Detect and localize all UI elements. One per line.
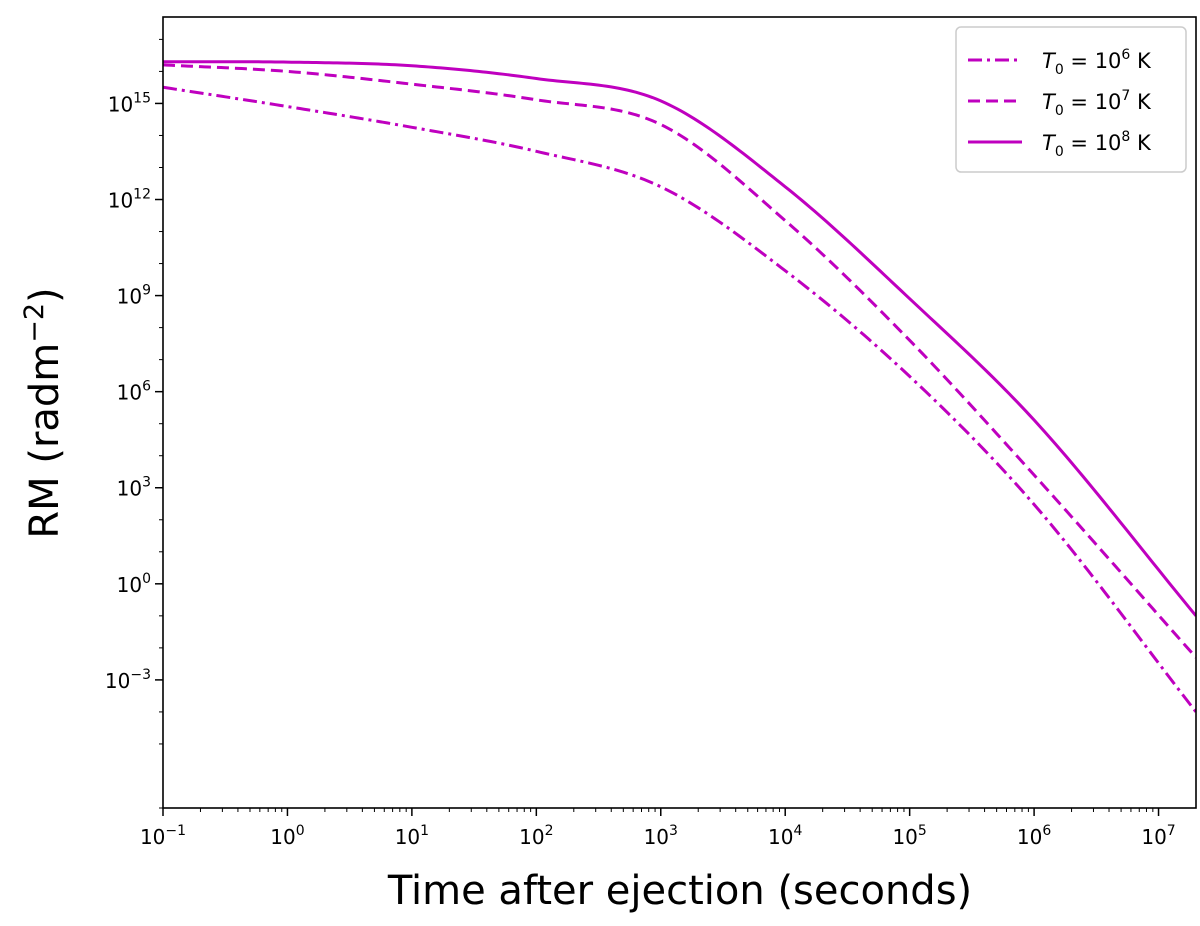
x-tick-label: 10−1	[140, 823, 186, 849]
x-axis-label: Time after ejection (seconds)	[387, 868, 972, 914]
ticks-layer: 10−1 100 101 102 103 104 105 106 107 10−3 100 103 10…	[105, 38, 1176, 849]
legend-label: T0 = 108 K	[1042, 129, 1152, 160]
series-line-1	[163, 85, 1196, 713]
series-layer	[163, 60, 1196, 713]
y-tick-label: 100	[117, 571, 151, 597]
legend: T0 = 106 K T0 = 107 K T0 = 108 K	[955, 26, 1187, 173]
y-tick-label: 109	[117, 283, 151, 309]
x-tick-label: 103	[644, 823, 678, 849]
series-line-2	[163, 63, 1196, 659]
legend-label: T0 = 106 K	[1042, 47, 1152, 78]
series-line-3	[163, 60, 1196, 617]
x-tick-label: 102	[519, 823, 553, 849]
x-tick-label: 101	[395, 823, 429, 849]
y-tick-label: 106	[117, 379, 151, 405]
legend-box	[955, 26, 1187, 173]
x-tick-label: 104	[768, 823, 802, 849]
x-tick-label: 105	[892, 823, 926, 849]
x-tick-label: 100	[270, 823, 304, 849]
legend-label: T0 = 107 K	[1042, 88, 1152, 119]
plot-frame	[162, 16, 1197, 809]
y-tick-label: 103	[117, 475, 151, 501]
y-tick-label: 1015	[108, 90, 151, 116]
x-tick-label: 106	[1017, 823, 1051, 849]
y-tick-label: 10−3	[105, 667, 151, 693]
y-axis-label: RM (radm−2)	[19, 287, 68, 538]
x-tick-label: 107	[1141, 823, 1175, 849]
y-tick-label: 1012	[108, 187, 151, 213]
